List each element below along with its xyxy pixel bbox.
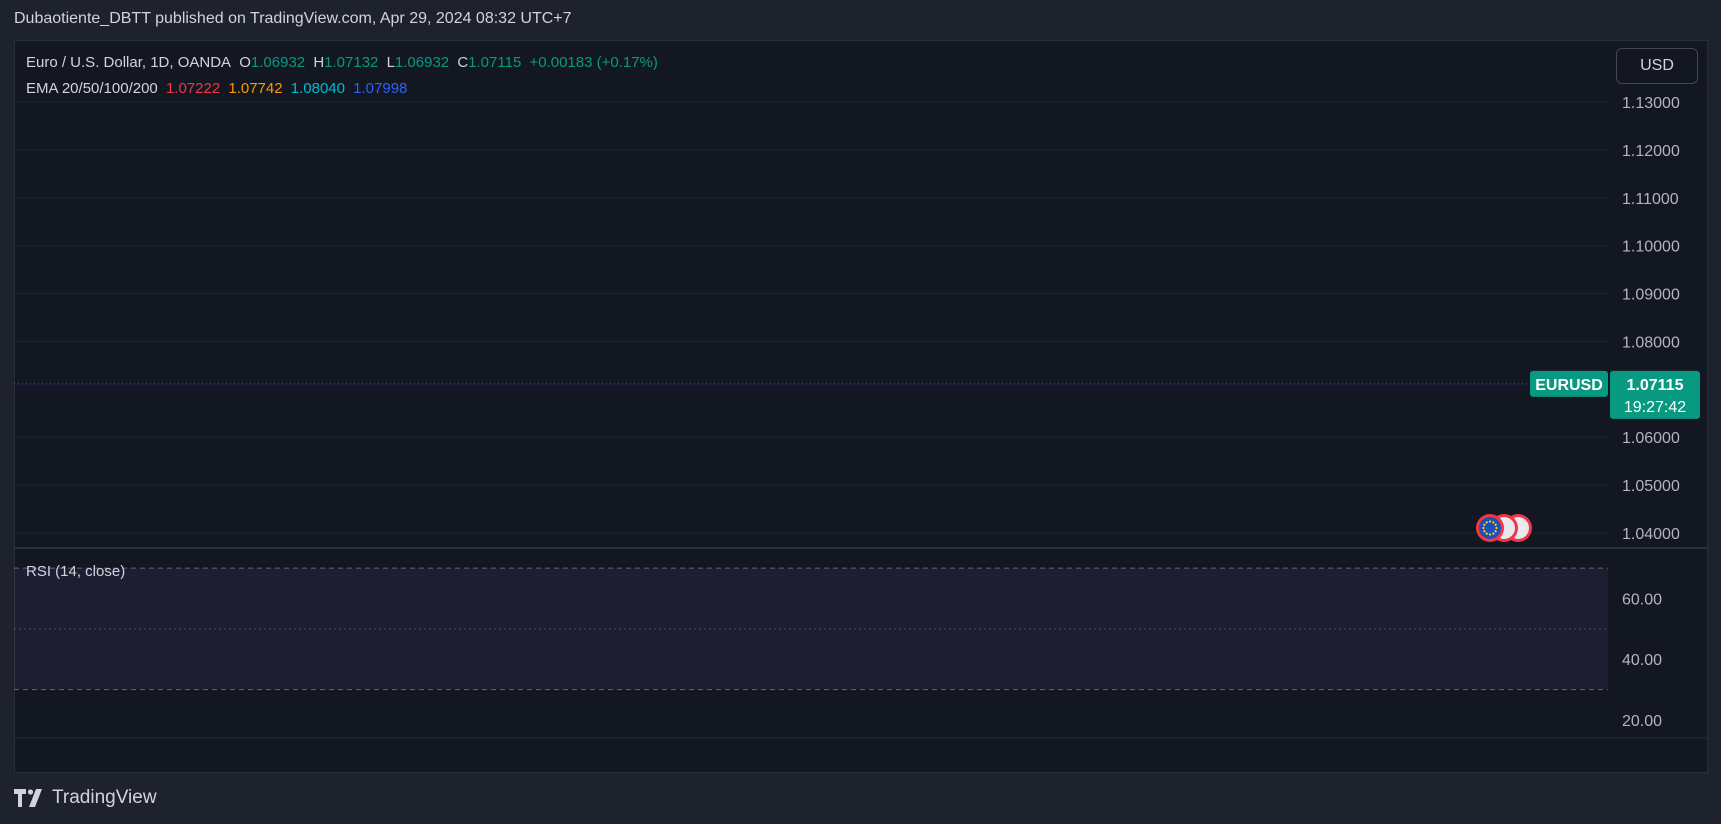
eu-star [1488, 520, 1492, 523]
rsi-legend: RSI (14, close) [26, 563, 129, 580]
legend-change: +0.00183 (+0.17%) [529, 54, 658, 71]
price-tick-label: 1.11000 [1622, 191, 1679, 208]
ema20-value: 1.07222 [165, 80, 221, 97]
price-tag-value: 1.07115 [1627, 377, 1684, 394]
price-tick-label: 1.06000 [1622, 430, 1680, 447]
price-tick-label: 1.08000 [1622, 334, 1680, 351]
eu-star [1482, 526, 1485, 530]
eu-star [1488, 533, 1492, 536]
flag-icon-face [1479, 517, 1501, 539]
rsi-background [14, 567, 1608, 691]
eu-star [1494, 530, 1497, 533]
eu-star [1483, 530, 1486, 533]
rsi-tick-label: 40.00 [1622, 652, 1662, 669]
rsi-axis: 60.00 40.00 20.00 [1622, 592, 1662, 730]
legend-high: H1.07132 [313, 54, 379, 71]
eu-star [1492, 521, 1495, 524]
rsi-tick-label: 60.00 [1622, 592, 1662, 609]
tradingview-logo-icon [14, 789, 42, 807]
price-tick-label: 1.12000 [1622, 143, 1680, 160]
legend-ohlc: Euro / U.S. Dollar, 1D, OANDA O1.06932 H… [26, 54, 662, 71]
ema50-value: 1.07742 [228, 80, 283, 97]
brand-name: TradingView [52, 787, 157, 808]
price-axis: 1.13000 1.12000 1.11000 1.10000 1.09000 1.080… [1622, 95, 1680, 543]
ema200-value: 1.07998 [353, 80, 408, 97]
tradingview-logo[interactable]: TradingView [14, 786, 157, 810]
symbol-tag-label: EURUSD [1535, 377, 1603, 394]
publisher-line: Dubaotiente_DBTT published on TradingVie… [14, 10, 572, 27]
eu-star [1485, 532, 1488, 535]
chart-overlay: EURUSD 1.07115 19:27:42 [14, 370, 1700, 542]
legend-close: C1.07115 [457, 54, 522, 71]
symbol-tag-bg [1530, 370, 1608, 397]
rsi-label: RSI (14, close) [26, 563, 126, 580]
price-tick-label: 1.09000 [1622, 287, 1680, 304]
ema-label: EMA 20/50/100/200 [26, 80, 158, 97]
ema100-value: 1.08040 [290, 80, 345, 97]
price-tag-countdown: 19:27:42 [1624, 399, 1686, 416]
eu-star [1485, 521, 1488, 524]
chart-frame [14, 40, 1708, 773]
legend-symbol: Euro / U.S. Dollar, 1D, OANDA [26, 54, 232, 71]
price-tick-label: 1.05000 [1622, 478, 1680, 495]
price-tick-label: 1.10000 [1622, 239, 1680, 256]
eu-star [1483, 523, 1486, 526]
price-tag-bg [1610, 370, 1700, 419]
eu-star [1492, 532, 1495, 535]
legend-low: L1.06932 [386, 54, 450, 71]
currency-button[interactable]: USD [1616, 48, 1698, 84]
eu-star [1495, 526, 1498, 530]
legend-open: O1.06932 [239, 54, 306, 71]
grid-lines [14, 101, 1708, 739]
rsi-tick-label: 20.00 [1622, 713, 1662, 730]
legend-ema: EMA 20/50/100/200 1.07222 1.07742 1.0804… [26, 80, 411, 97]
price-tick-label: 1.13000 [1622, 95, 1680, 112]
price-tick-label: 1.04000 [1622, 526, 1680, 543]
eu-star [1494, 523, 1497, 526]
